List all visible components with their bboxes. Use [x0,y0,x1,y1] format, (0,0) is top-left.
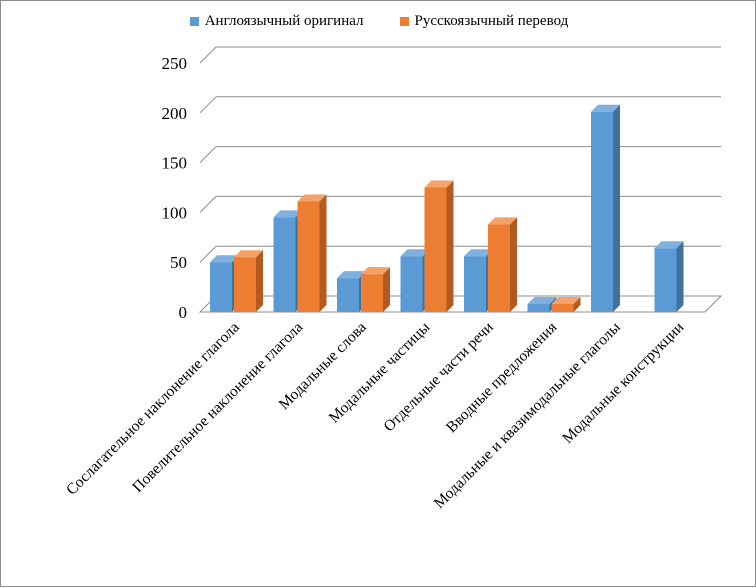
bar-top [361,267,390,275]
bar [527,304,550,312]
legend-swatch-translation [399,17,409,26]
gridline-edge [199,196,217,213]
bar-top [591,104,620,112]
bar [654,248,677,312]
legend-item-original: Англоязычный оригинал [189,13,364,30]
bar-top [210,255,239,263]
bar [400,256,423,312]
bar [464,256,486,312]
y-tick-label: 50 [170,253,187,272]
bar-top [464,249,493,257]
bar-side [676,241,684,312]
gridline-edge [199,245,217,263]
bar-top [400,249,430,257]
x-tick-label: Отдельные части речи [380,319,496,435]
bar [591,111,613,312]
gridline-edge [199,46,217,64]
bar [488,224,510,312]
bar-side [319,194,327,312]
bar-side [573,297,581,312]
legend-item-translation: Русскоязычный перевод [399,13,569,30]
legend-swatch-original [189,17,199,26]
bar-top [654,241,684,249]
legend-label-original: Англоязычный оригинал [204,13,364,29]
bar-top [337,271,366,279]
bar-top [488,217,517,225]
y-tick-label: 250 [162,54,188,73]
legend-label-translation: Русскоязычный перевод [414,13,569,29]
y-tick-label: 100 [162,203,188,222]
chart-legend: Англоязычный оригинал Русскоязычный пере… [1,13,756,30]
bar-side [383,267,390,312]
gridline-edge [199,96,217,114]
bar-top [424,180,454,188]
bar [337,278,359,312]
bar-side [613,104,620,312]
y-tick-label: 0 [179,303,188,322]
bar-top [273,210,303,218]
x-tick-label: Вводные предложения [443,319,560,436]
bar-side [510,217,517,312]
bar-top [297,194,327,202]
bar-top [551,297,581,305]
x-tick-label: Модальные конструкции [559,319,687,447]
bar-top [527,297,557,305]
bar [210,262,232,312]
bar [297,201,320,312]
bar [424,187,447,312]
y-tick-label: 200 [162,104,188,123]
bar [361,274,383,312]
bar [273,217,296,312]
bar-side [256,250,263,312]
bar [551,304,574,312]
bar-top [234,250,263,258]
y-tick-label: 150 [162,154,188,173]
gridline-edge [199,146,217,163]
bar-side [446,180,454,312]
bar [234,257,256,312]
